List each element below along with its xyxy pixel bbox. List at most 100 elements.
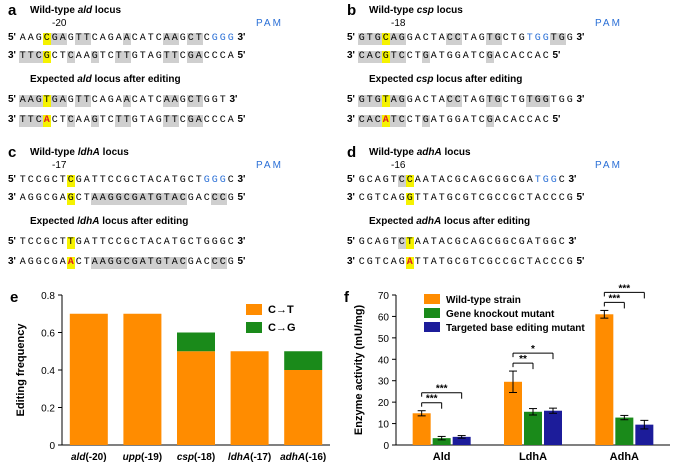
nucleotide: G xyxy=(381,51,390,63)
nucleotide: C xyxy=(558,175,565,186)
nucleotide: A xyxy=(162,33,171,45)
nucleotide: T xyxy=(194,95,203,107)
pam-label: PAM xyxy=(595,18,622,29)
nucleotide: C xyxy=(542,257,549,268)
nucleotide: G xyxy=(493,95,502,107)
nucleotide: A xyxy=(430,115,437,126)
nucleotide: C xyxy=(211,115,218,126)
nucleotide: C xyxy=(486,175,493,186)
nucleotide: T xyxy=(171,175,178,186)
nucleotide: T xyxy=(162,257,171,269)
nucleotide: G xyxy=(518,237,525,248)
nucleotide: T xyxy=(430,33,437,44)
y-tick-label: 60 xyxy=(378,312,390,323)
nucleotide: T xyxy=(18,51,27,63)
strand-end-label: 3' xyxy=(234,236,246,247)
bar-targeted xyxy=(452,436,471,445)
nucleotide: A xyxy=(462,115,469,126)
nucleotide: A xyxy=(390,257,397,268)
nucleotide: C xyxy=(510,237,517,248)
pam-label: PAM xyxy=(256,160,283,171)
nucleotide: A xyxy=(98,257,107,269)
nucleotide: C xyxy=(518,115,525,126)
nucleotide: C xyxy=(75,257,82,268)
edited-title: Expected csp locus after editing xyxy=(369,74,523,85)
nucleotide: A xyxy=(390,193,397,204)
nucleotide: T xyxy=(219,95,226,106)
bar-gene xyxy=(524,411,542,445)
nucleotide: C xyxy=(186,33,195,45)
nucleotide: G xyxy=(462,193,469,204)
nucleotide: A xyxy=(75,51,82,62)
strand-end-label: 5' xyxy=(8,32,19,43)
nucleotide: G xyxy=(366,257,373,268)
nucleotide: A xyxy=(365,51,374,63)
nucleotide: T xyxy=(549,33,558,45)
nucleotide: G xyxy=(219,175,226,186)
nucleotide: C xyxy=(211,51,218,62)
nucleotide: A xyxy=(422,237,429,248)
nucleotide: T xyxy=(534,175,541,186)
bar-wild-type xyxy=(595,314,614,445)
nucleotide: C xyxy=(219,51,226,62)
nucleotide: T xyxy=(146,257,155,269)
nucleotide: C xyxy=(115,175,122,186)
strand-end-label: 3' xyxy=(347,50,358,61)
nucleotide: C xyxy=(502,51,509,62)
nucleotide: C xyxy=(373,51,382,63)
nucleotide: G xyxy=(541,95,550,107)
nucleotide: T xyxy=(74,33,83,45)
nucleotide: A xyxy=(83,51,90,62)
nucleotide: T xyxy=(414,115,421,126)
nucleotide: G xyxy=(478,33,485,44)
nucleotide: G xyxy=(179,237,186,248)
nucleotide: T xyxy=(91,237,98,248)
y-tick-label: 70 xyxy=(378,291,390,302)
nucleotide: T xyxy=(195,175,202,186)
significance-label: *** xyxy=(436,384,448,395)
nucleotide: G xyxy=(446,193,453,204)
nucleotide: G xyxy=(131,115,138,126)
panel-label: b xyxy=(347,2,357,19)
legend-swatch xyxy=(246,304,262,315)
nucleotide: C xyxy=(155,95,162,106)
nucleotide: C xyxy=(203,33,210,44)
nucleotide: T xyxy=(66,237,75,249)
nucleotide: C xyxy=(550,257,557,268)
nucleotide: G xyxy=(187,257,194,268)
strand-end-label: 3' xyxy=(565,174,577,185)
nucleotide: C xyxy=(155,175,162,186)
nucleotide: T xyxy=(414,257,421,268)
nucleotide: C xyxy=(35,175,42,186)
nucleotide: T xyxy=(438,51,445,62)
nucleotide: C xyxy=(179,115,186,126)
strand-end-label: 5' xyxy=(234,50,246,61)
nucleotide: T xyxy=(139,175,146,186)
nucleotide: G xyxy=(75,237,82,248)
nucleotide: C xyxy=(203,115,210,126)
nucleotide: T xyxy=(470,51,477,62)
nucleotide: G xyxy=(203,237,210,248)
nucleotide: A xyxy=(534,51,541,62)
wildtype-title: Wild-type ldhA locus xyxy=(30,147,129,158)
nucleotide: G xyxy=(454,51,461,62)
nucleotide: A xyxy=(170,257,179,269)
nucleotide: G xyxy=(550,175,557,186)
nucleotide: T xyxy=(147,95,154,106)
nucleotide: G xyxy=(227,257,234,268)
nucleotide: A xyxy=(510,51,517,62)
nucleotide: C xyxy=(357,51,366,63)
nucleotide: C xyxy=(422,33,429,44)
nucleotide: C xyxy=(218,257,227,269)
nucleotide: G xyxy=(75,175,82,186)
nucleotide: T xyxy=(462,95,469,106)
nucleotide: T xyxy=(99,115,106,126)
nucleotide: T xyxy=(170,51,179,63)
nucleotide: A xyxy=(19,33,26,44)
nucleotide: G xyxy=(130,193,139,205)
nucleotide: T xyxy=(390,237,397,248)
